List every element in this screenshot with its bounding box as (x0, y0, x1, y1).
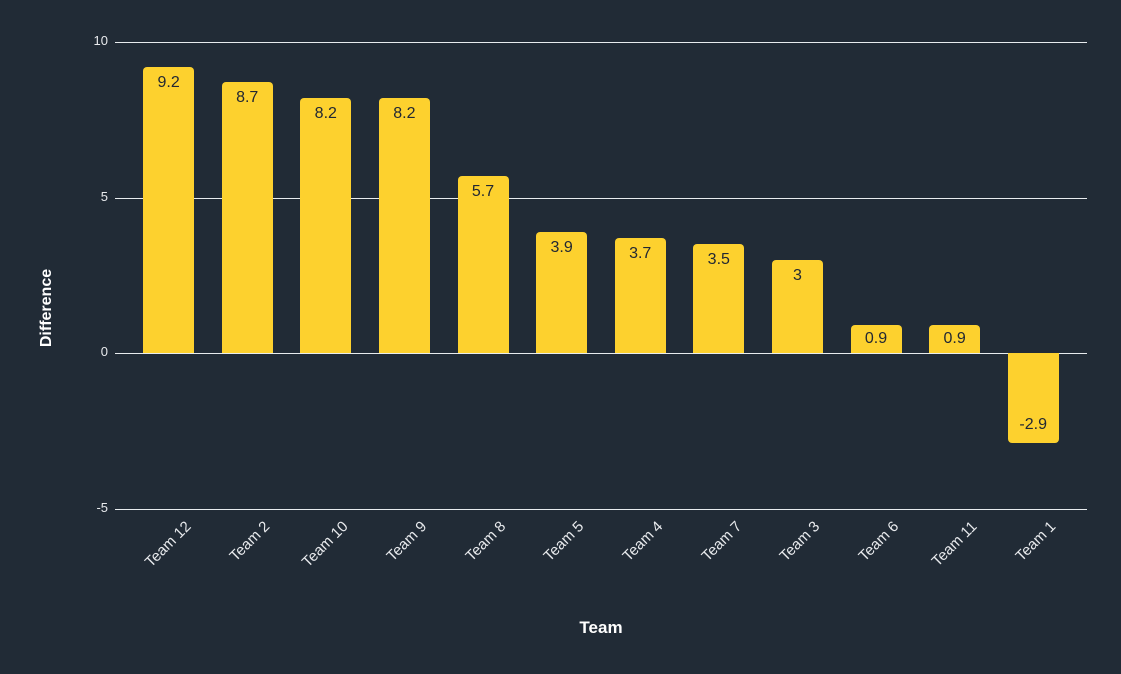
bar-value-label: 3.9 (550, 238, 573, 256)
x-category-label: Team 10 (299, 518, 352, 571)
bar (929, 325, 981, 353)
gridline (115, 197, 1087, 199)
bar-value-label: 8.2 (314, 104, 337, 122)
bar-value-label: 5.7 (471, 182, 495, 200)
bar (457, 175, 509, 353)
y-axis-title: Difference (38, 268, 55, 348)
x-category-label: Team 6 (855, 518, 903, 565)
bar (693, 244, 745, 353)
x-axis-title: Team (579, 618, 623, 637)
bar-value-label: 3.5 (707, 251, 730, 269)
gridline (115, 42, 1087, 43)
bar (771, 259, 823, 353)
bar (300, 97, 352, 353)
x-category-label: Team 1 (1012, 518, 1060, 565)
bar-value-label: 8.2 (393, 104, 416, 122)
gridline (115, 508, 1087, 510)
y-tick-label: -5 (96, 499, 108, 515)
x-category-label: Team 11 (928, 518, 981, 570)
x-category-label: Team 4 (619, 518, 667, 565)
bar-value-label: 9.2 (157, 73, 180, 91)
x-category-label: Team 8 (462, 518, 510, 565)
bar-value-label: 8.7 (236, 89, 259, 107)
y-tick-label: 10 (93, 33, 108, 48)
y-tick-label: 5 (100, 188, 108, 204)
bar-value-label: -2.9 (1019, 416, 1047, 434)
y-tick-label: 0 (100, 344, 108, 359)
bar-value-label: 3.7 (629, 244, 652, 262)
bar (221, 82, 273, 353)
x-category-label: Team 5 (540, 518, 588, 565)
bar (614, 237, 666, 353)
bar (378, 97, 430, 353)
bar (143, 66, 195, 353)
x-category-label: Team 7 (698, 518, 745, 565)
bar-value-label: 3 (792, 266, 802, 284)
x-category-label: Team 2 (226, 518, 274, 565)
bar-value-label: 0.9 (943, 329, 966, 347)
x-category-label: Team 12 (141, 518, 195, 571)
bar (850, 325, 902, 353)
x-category-label: Team 9 (383, 518, 431, 565)
bar (1007, 353, 1059, 444)
bar (536, 231, 588, 353)
gridline (115, 353, 1087, 354)
x-category-label: Team 3 (776, 518, 824, 565)
bar-value-label: 0.9 (864, 329, 888, 347)
